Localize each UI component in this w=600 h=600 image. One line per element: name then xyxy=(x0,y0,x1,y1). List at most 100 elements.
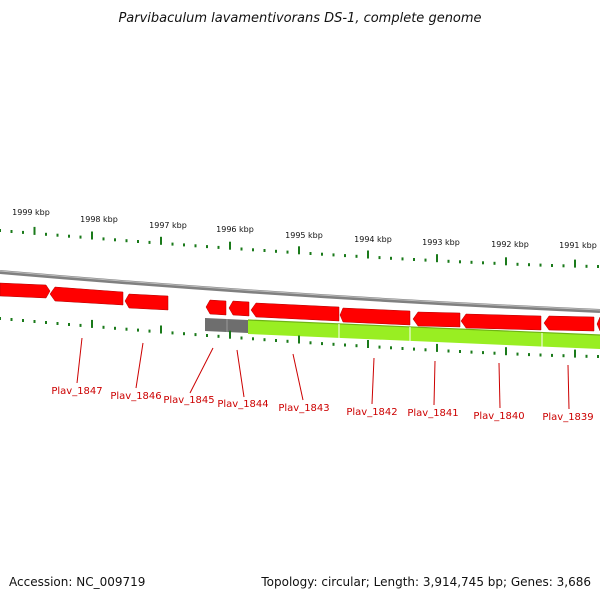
minor-tick xyxy=(482,351,484,355)
minor-tick xyxy=(493,351,496,355)
minor-tick xyxy=(125,239,128,243)
minor-tick xyxy=(344,254,346,258)
minor-tick xyxy=(10,230,13,233)
minor-tick xyxy=(148,240,151,244)
gene-arrow[interactable] xyxy=(0,282,51,299)
leader-line xyxy=(189,347,214,394)
gene-arrow[interactable] xyxy=(460,313,542,331)
minor-tick xyxy=(528,263,530,267)
minor-tick xyxy=(194,333,197,337)
major-tick xyxy=(436,343,438,352)
minor-tick xyxy=(516,352,519,356)
minor-tick xyxy=(516,262,519,266)
minor-tick xyxy=(355,254,358,258)
gene-arrow[interactable] xyxy=(339,307,411,326)
minor-tick xyxy=(148,329,151,333)
minor-tick xyxy=(114,238,116,242)
minor-tick xyxy=(390,256,392,260)
inner-tick-row xyxy=(0,317,599,358)
ruler-label-1994: 1994 kbp xyxy=(354,235,392,244)
gene-label-plav-1847[interactable]: Plav_1847 xyxy=(51,386,102,397)
minor-tick xyxy=(562,354,565,358)
gene-arrow[interactable] xyxy=(543,315,595,332)
gene-arrow[interactable] xyxy=(124,293,169,311)
minor-tick xyxy=(585,264,588,268)
minor-tick xyxy=(263,338,266,342)
major-tick xyxy=(574,259,576,268)
minor-tick xyxy=(378,256,381,260)
kbp-ruler xyxy=(0,226,599,268)
minor-tick xyxy=(263,249,266,252)
major-tick xyxy=(91,319,93,328)
gene-label-plav-1840[interactable]: Plav_1840 xyxy=(473,411,524,422)
minor-tick xyxy=(275,339,277,342)
minor-tick xyxy=(447,259,450,263)
minor-tick xyxy=(413,347,415,351)
minor-tick xyxy=(286,250,289,254)
minor-tick xyxy=(194,244,197,248)
minor-tick xyxy=(286,339,289,343)
gene-label-plav-1841[interactable]: Plav_1841 xyxy=(407,408,458,419)
minor-tick xyxy=(459,260,461,264)
minor-tick xyxy=(217,245,220,249)
gene-arrow[interactable] xyxy=(205,299,227,316)
minor-tick xyxy=(252,248,254,252)
leader-line xyxy=(433,360,436,406)
minor-tick xyxy=(79,235,82,239)
minor-tick xyxy=(493,261,496,265)
minor-tick xyxy=(447,349,450,353)
minor-tick xyxy=(459,350,461,353)
minor-tick xyxy=(597,355,599,358)
minor-tick xyxy=(56,233,59,237)
kbp-ruler-labels: 1999 kbp 1998 kbp 1997 kbp 1996 kbp 1995… xyxy=(12,208,597,250)
gene-label-plav-1845[interactable]: Plav_1845 xyxy=(163,395,214,406)
gene-arrow[interactable] xyxy=(596,316,600,332)
leader-line xyxy=(292,353,304,401)
minor-tick xyxy=(470,350,473,354)
minor-tick xyxy=(183,243,185,247)
minor-tick xyxy=(114,326,116,330)
gene-label-plav-1843[interactable]: Plav_1843 xyxy=(278,403,329,414)
minor-tick xyxy=(551,353,553,357)
minor-tick xyxy=(413,258,415,261)
gene-label-plav-1839[interactable]: Plav_1839 xyxy=(542,412,593,423)
minor-tick xyxy=(217,334,220,338)
minor-tick xyxy=(401,347,404,350)
minor-tick xyxy=(275,249,277,253)
minor-tick xyxy=(206,334,208,337)
minor-tick xyxy=(355,344,358,348)
major-tick xyxy=(229,330,231,339)
gene-label-plav-1846[interactable]: Plav_1846 xyxy=(110,391,161,402)
gene-arrow[interactable] xyxy=(228,300,250,317)
minor-tick xyxy=(378,345,381,349)
leader-line xyxy=(236,349,245,398)
minor-tick xyxy=(137,328,139,332)
gene-label-plav-1844[interactable]: Plav_1844 xyxy=(217,399,268,410)
minor-tick xyxy=(424,348,427,352)
genome-backbone xyxy=(0,270,600,313)
gene-label-plav-1842[interactable]: Plav_1842 xyxy=(346,407,397,418)
minor-tick xyxy=(539,263,542,267)
gene-arrow[interactable] xyxy=(412,311,461,328)
major-tick xyxy=(436,254,438,263)
gene-arrow[interactable] xyxy=(250,302,340,322)
major-tick xyxy=(160,325,162,334)
minor-tick xyxy=(551,264,553,267)
leader-line xyxy=(371,357,375,405)
minor-tick xyxy=(45,232,47,236)
minor-tick xyxy=(102,237,105,241)
ruler-label-1997: 1997 kbp xyxy=(149,221,187,230)
minor-tick xyxy=(10,318,13,321)
gene-track xyxy=(0,282,600,332)
leader-line xyxy=(498,362,501,409)
minor-tick xyxy=(171,242,174,246)
feature-segment-green[interactable] xyxy=(248,320,600,349)
major-tick xyxy=(229,241,231,250)
major-tick xyxy=(298,246,300,255)
minor-tick xyxy=(206,245,208,249)
minor-tick xyxy=(309,341,312,345)
ruler-label-1996: 1996 kbp xyxy=(216,225,254,234)
gene-arrow[interactable] xyxy=(49,286,124,306)
minor-tick xyxy=(332,253,335,257)
